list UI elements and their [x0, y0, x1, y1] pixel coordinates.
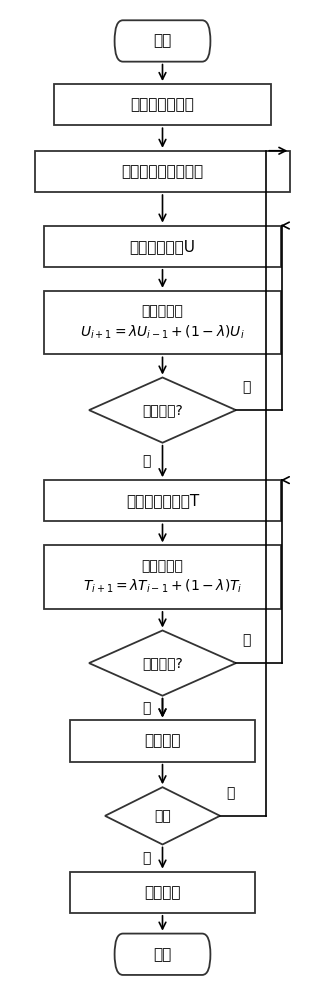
Polygon shape [89, 630, 236, 696]
Text: 开始: 开始 [153, 33, 172, 48]
FancyBboxPatch shape [115, 934, 210, 975]
Text: 收敛: 收敛 [154, 809, 171, 823]
Text: 迭代更新：
$T_{i+1}=\lambda T_{i-1}+(1-\lambda)T_i$: 迭代更新： $T_{i+1}=\lambda T_{i-1}+(1-\lambd… [83, 559, 242, 595]
Text: 计算流场向量U: 计算流场向量U [129, 239, 196, 254]
Text: 是: 是 [142, 454, 151, 468]
Text: 优化求解: 优化求解 [144, 734, 181, 749]
FancyBboxPatch shape [44, 545, 281, 609]
FancyBboxPatch shape [115, 20, 210, 62]
Text: 计算温度场向量T: 计算温度场向量T [126, 493, 199, 508]
Text: 输出结果: 输出结果 [144, 885, 181, 900]
FancyBboxPatch shape [70, 872, 255, 913]
Text: 迭代收敛?: 迭代收敛? [142, 656, 183, 670]
Text: 是: 是 [142, 851, 151, 865]
FancyBboxPatch shape [54, 84, 271, 125]
FancyBboxPatch shape [35, 151, 290, 192]
Text: 迭代收敛?: 迭代收敛? [142, 403, 183, 417]
Text: 是: 是 [142, 701, 151, 715]
FancyBboxPatch shape [44, 226, 281, 267]
FancyBboxPatch shape [70, 720, 255, 762]
Text: 否: 否 [242, 380, 251, 394]
Text: 设计区域的离散: 设计区域的离散 [131, 97, 194, 112]
Text: 迭代更新：
$U_{i+1}=\lambda U_{i-1}+(1-\lambda)U_i$: 迭代更新： $U_{i+1}=\lambda U_{i-1}+(1-\lambd… [80, 304, 245, 341]
Text: 设计区域初始化设置: 设计区域初始化设置 [122, 164, 203, 179]
FancyBboxPatch shape [44, 480, 281, 521]
Text: 结束: 结束 [153, 947, 172, 962]
Polygon shape [89, 377, 236, 443]
Text: 否: 否 [242, 633, 251, 647]
FancyBboxPatch shape [44, 291, 281, 354]
Text: 否: 否 [227, 786, 235, 800]
Polygon shape [105, 787, 220, 844]
